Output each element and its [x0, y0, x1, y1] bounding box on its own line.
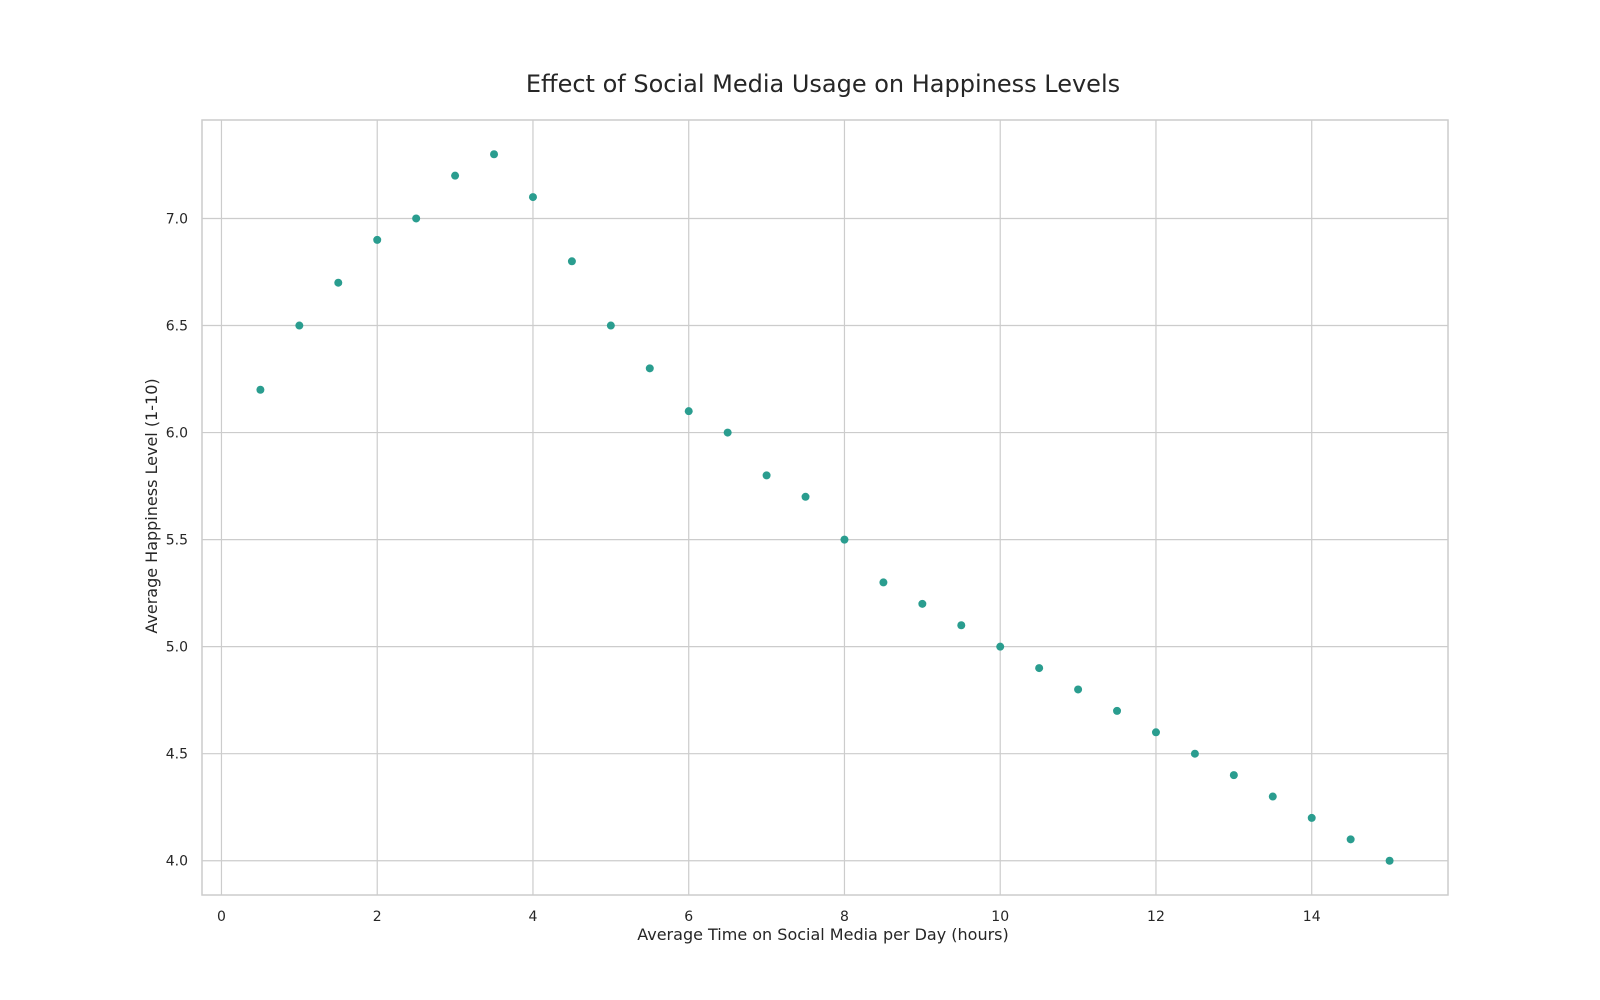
data-point [762, 471, 771, 480]
y-tick-label: 5.0 [166, 640, 188, 656]
y-tick-label: 6.5 [166, 319, 188, 335]
data-point [879, 578, 888, 587]
x-tick-label: 0 [217, 909, 226, 925]
data-point [451, 171, 460, 180]
data-point [918, 599, 927, 608]
data-point [1151, 728, 1160, 737]
data-point [684, 407, 693, 416]
data-point [567, 257, 576, 266]
data-point [373, 235, 382, 244]
grid [202, 120, 1448, 895]
data-point [256, 385, 265, 394]
data-point [996, 642, 1005, 651]
data-point [295, 321, 304, 330]
data-point [1074, 685, 1083, 694]
x-axis-label: Average Time on Social Media per Day (ho… [637, 925, 1009, 944]
data-point [1035, 664, 1044, 673]
data-point [1346, 835, 1355, 844]
data-point [528, 193, 537, 202]
data-point [1307, 813, 1316, 822]
data-point [957, 621, 966, 630]
data-point [840, 535, 849, 544]
x-tick-label: 8 [840, 909, 849, 925]
data-point [334, 278, 343, 287]
data-point [801, 492, 810, 501]
x-tick-label: 12 [1147, 909, 1165, 925]
x-tick-label: 14 [1303, 909, 1321, 925]
x-tick-label: 10 [991, 909, 1009, 925]
y-tick-label: 4.5 [166, 747, 188, 763]
data-point [1190, 749, 1199, 758]
y-tick-label: 4.0 [166, 854, 188, 870]
data-point [1229, 771, 1238, 780]
data-points [256, 150, 1394, 865]
y-tick-label: 7.0 [166, 211, 188, 227]
data-point [1113, 706, 1122, 715]
y-axis-label: Average Happiness Level (1-10) [142, 378, 161, 633]
data-point [412, 214, 421, 223]
chart-title: Effect of Social Media Usage on Happines… [526, 70, 1120, 98]
x-tick-label: 4 [529, 909, 538, 925]
data-point [645, 364, 654, 373]
plot-area [201, 119, 1449, 896]
x-tick-label: 2 [373, 909, 382, 925]
data-point [490, 150, 499, 159]
y-tick-label: 5.5 [166, 533, 188, 549]
tick-labels: 0 2 4 6 8 10 12 14 4.0 4.5 5.0 5.5 6.0 6.5 7.0 [166, 211, 1321, 925]
y-tick-label: 6.0 [166, 426, 188, 442]
data-point [606, 321, 615, 330]
x-tick-label: 6 [684, 909, 693, 925]
data-point [1385, 856, 1394, 865]
data-point [1268, 792, 1277, 801]
data-point [723, 428, 732, 437]
